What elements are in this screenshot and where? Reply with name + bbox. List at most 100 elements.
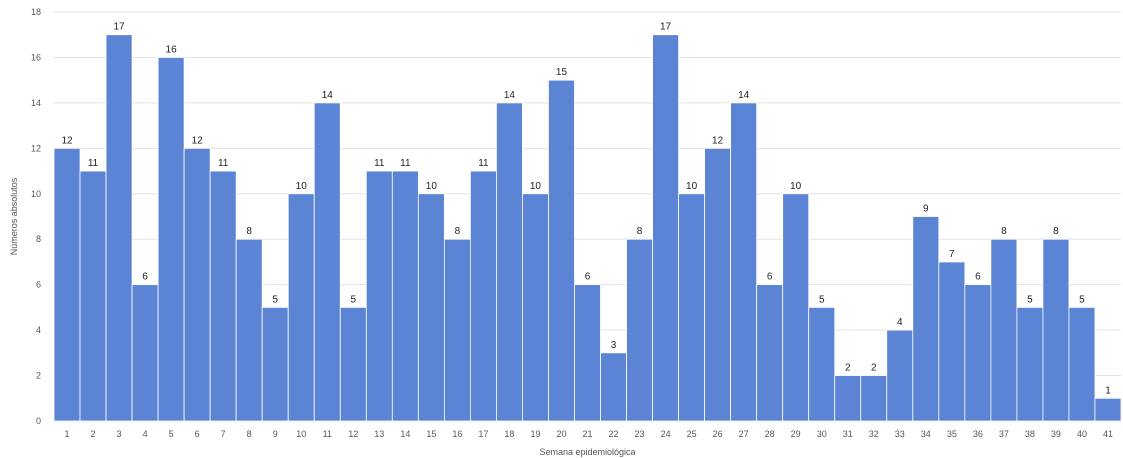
data-label: 10 [296,181,308,192]
x-tick-label: 25 [687,429,697,439]
bar [1016,306,1044,422]
y-tick-label: 2 [36,371,41,381]
data-label: 15 [556,67,568,78]
data-label: 8 [1001,226,1007,237]
bar [417,193,445,422]
bar [131,284,159,422]
x-tick-label: 1 [65,429,70,439]
x-axis-title: Semana epidemiológica [539,447,635,457]
bar [964,284,992,422]
data-label: 5 [272,294,278,305]
x-tick-label: 23 [635,429,645,439]
x-tick-label: 13 [374,429,384,439]
data-label: 12 [192,135,204,146]
bar [1094,397,1122,422]
x-tick-label: 6 [195,429,200,439]
x-tick-label: 15 [426,429,436,439]
data-label: 6 [767,272,773,283]
bars [53,34,1122,422]
x-tick-label: 16 [452,429,462,439]
data-label: 4 [897,317,903,328]
data-label: 5 [819,294,825,305]
data-label: 11 [218,158,229,169]
bar [834,375,862,422]
bar [443,238,471,422]
bar [522,193,549,422]
data-label: 16 [166,44,178,55]
data-label: 10 [790,181,802,192]
bar [1042,238,1070,422]
y-tick-label: 10 [31,189,41,199]
bar [548,79,575,422]
bar [808,306,836,422]
bar [756,284,784,422]
data-label: 8 [637,226,643,237]
bar [496,102,523,422]
x-tick-label: 40 [1077,429,1087,439]
bar [704,147,732,422]
data-label: 11 [478,158,489,169]
bar [678,193,706,422]
bar [261,306,289,422]
bar [730,102,758,422]
x-tick-label: 34 [921,429,931,439]
x-tick-label: 27 [739,429,749,439]
bar [287,193,315,422]
bar [886,329,914,422]
bar [235,238,263,422]
bar [79,170,107,422]
y-axis-title: Números absolutos [9,177,19,255]
bar [1068,306,1096,422]
x-tick-label: 24 [661,429,671,439]
bar [782,193,810,422]
x-tick-label: 7 [221,429,226,439]
data-label: 7 [949,249,955,260]
y-axis: 0 2 4 6 8 10 12 14 16 18 [31,7,41,426]
x-tick-label: 14 [400,429,410,439]
x-tick-label: 17 [478,429,488,439]
data-label: 2 [845,363,851,374]
bar [652,34,679,422]
bar [912,216,940,422]
x-tick-label: 5 [169,429,174,439]
data-label: 9 [923,204,929,215]
data-label: 6 [585,272,591,283]
data-label: 6 [142,272,148,283]
data-label: 14 [322,90,334,101]
data-label: 5 [1027,294,1033,305]
x-tick-label: 4 [143,429,148,439]
data-label: 12 [61,135,73,146]
bar [600,352,627,422]
bar [365,170,393,422]
x-tick-label: 22 [609,429,619,439]
data-label: 11 [374,158,385,169]
bar [938,261,966,422]
data-label: 3 [611,340,617,351]
x-axis: 1 2 3 4 5 6 7 8 9 10 11 12 13 14 15 16 17 18 19 20 21 22 23 24 2… [65,429,1113,439]
y-tick-label: 12 [31,143,41,153]
x-tick-label: 30 [817,429,827,439]
bar [574,284,601,422]
data-label: 8 [1053,226,1059,237]
x-tick-label: 8 [247,429,252,439]
x-tick-label: 2 [91,429,96,439]
x-tick-label: 31 [843,429,853,439]
y-tick-label: 4 [36,325,41,335]
x-tick-label: 10 [296,429,306,439]
x-tick-label: 38 [1025,429,1035,439]
data-label: 10 [530,181,542,192]
data-label: 1 [1105,385,1111,396]
x-tick-label: 26 [713,429,723,439]
bar [990,238,1018,422]
bar [183,147,211,422]
data-label: 17 [113,22,125,33]
data-label: 14 [738,90,750,101]
data-label: 12 [712,135,724,146]
data-label: 2 [871,363,877,374]
data-label: 14 [504,90,516,101]
y-tick-label: 8 [36,234,41,244]
data-label: 10 [426,181,438,192]
x-tick-label: 28 [765,429,775,439]
x-tick-label: 11 [323,429,332,439]
